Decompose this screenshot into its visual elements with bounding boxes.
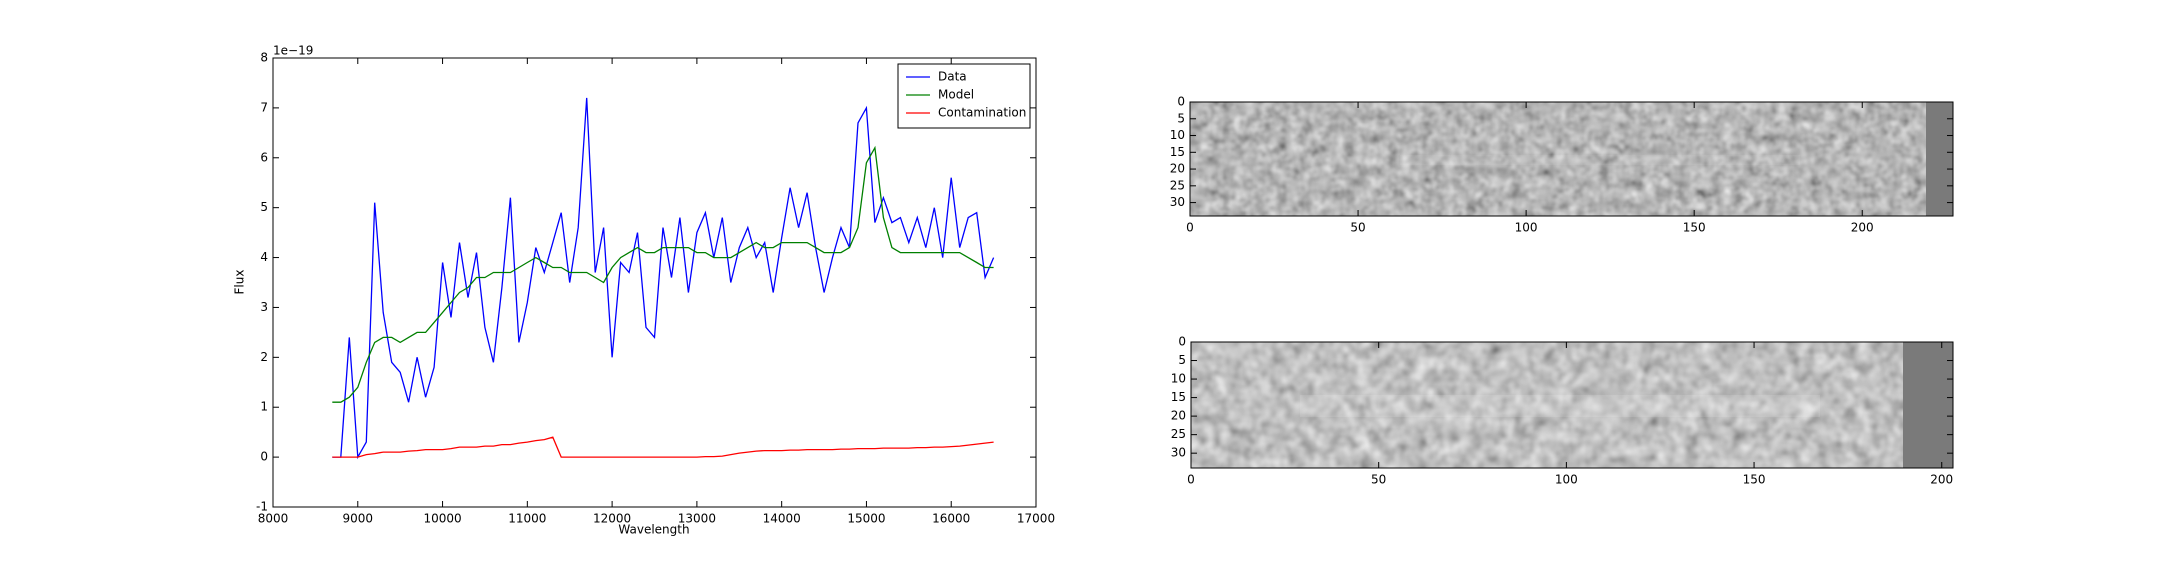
x-tick-label: 0 (1186, 221, 1194, 235)
y-tick-label: 20 (1170, 162, 1185, 176)
x-tick-label: 11000 (508, 512, 546, 526)
x-tick-label: 9000 (343, 512, 374, 526)
y-tick-label: -1 (256, 500, 268, 514)
y-tick-label: 0 (1178, 335, 1186, 349)
image-texture (1191, 342, 1953, 468)
spectrum-trace (1400, 155, 1800, 165)
image-texture (1190, 102, 1953, 216)
x-tick-label: 100 (1515, 221, 1538, 235)
axes-frame (1190, 341, 1954, 469)
y-tick-label: 0 (1177, 95, 1185, 109)
y-tick-label: 6 (260, 150, 268, 164)
y-tick-label: 3 (260, 300, 268, 314)
y-tick-label: 2 (260, 350, 268, 364)
y-tick-label: 15 (1170, 145, 1185, 159)
offset-text: 1e−19 (273, 44, 313, 58)
x-tick-label: 50 (1371, 473, 1386, 487)
axes-frame (272, 57, 1037, 508)
x-tick-label: 200 (1930, 473, 1953, 487)
y-tick-label: 30 (1171, 446, 1186, 460)
y-tick-label: 25 (1171, 427, 1186, 441)
y-tick-label: 7 (260, 100, 268, 114)
series-line (332, 145, 994, 403)
x-axis-label: Wavelength (618, 523, 689, 537)
y-tick-label: 4 (260, 250, 268, 264)
x-tick-label: 13000 (678, 512, 716, 526)
x-tick-label: 0 (1187, 473, 1195, 487)
y-tick-label: 5 (1178, 353, 1186, 367)
y-tick-label: 0 (260, 450, 268, 464)
spectrum-trace (1300, 395, 1820, 417)
x-tick-label: 200 (1851, 221, 1874, 235)
x-tick-label: 15000 (847, 512, 885, 526)
y-tick-label: 10 (1171, 372, 1186, 386)
x-tick-label: 8000 (258, 512, 289, 526)
x-tick-label: 150 (1743, 473, 1766, 487)
y-tick-label: 10 (1170, 128, 1185, 142)
x-tick-label: 10000 (423, 512, 461, 526)
y-tick-label: 5 (260, 200, 268, 214)
x-tick-label: 16000 (932, 512, 970, 526)
image-pad (1926, 102, 1953, 216)
axes-frame (1189, 101, 1954, 217)
y-tick-label: 30 (1170, 195, 1185, 209)
y-tick-label: 5 (1177, 111, 1185, 125)
y-tick-label: 25 (1170, 178, 1185, 192)
legend-box (897, 63, 1031, 129)
x-tick-label: 12000 (593, 512, 631, 526)
legend-label: Model (938, 88, 974, 102)
y-axis-label: Flux (233, 270, 247, 295)
x-tick-label: 150 (1683, 221, 1706, 235)
image-pad (1903, 342, 1953, 468)
series-line (332, 436, 994, 458)
x-tick-label: 17000 (1017, 512, 1055, 526)
series-line (332, 97, 995, 460)
y-tick-label: 8 (260, 51, 268, 65)
y-tick-label: 15 (1171, 390, 1186, 404)
x-tick-label: 50 (1350, 221, 1365, 235)
legend-label: Contamination (938, 106, 1026, 120)
x-tick-label: 100 (1555, 473, 1578, 487)
x-tick-label: 14000 (763, 512, 801, 526)
y-tick-label: 1 (260, 400, 268, 414)
y-tick-label: 20 (1171, 409, 1186, 423)
legend-label: Data (938, 70, 967, 84)
